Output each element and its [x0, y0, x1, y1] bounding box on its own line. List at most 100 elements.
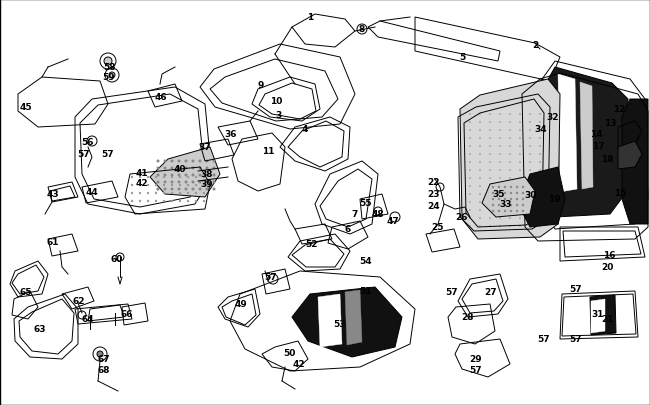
Circle shape — [522, 204, 524, 207]
Circle shape — [504, 192, 506, 195]
Circle shape — [97, 351, 103, 357]
Circle shape — [479, 122, 481, 124]
Circle shape — [529, 217, 531, 220]
Polygon shape — [292, 287, 402, 357]
Circle shape — [198, 167, 202, 170]
Text: 30: 30 — [525, 191, 537, 200]
Circle shape — [499, 170, 501, 172]
Circle shape — [139, 176, 141, 179]
Circle shape — [479, 209, 481, 211]
Circle shape — [519, 226, 521, 228]
Text: 14: 14 — [590, 130, 603, 139]
Circle shape — [510, 198, 512, 201]
Circle shape — [479, 202, 481, 203]
Polygon shape — [558, 75, 577, 192]
Circle shape — [539, 162, 541, 164]
Text: 54: 54 — [359, 257, 372, 266]
Circle shape — [205, 160, 209, 163]
Text: 5: 5 — [459, 53, 465, 62]
Circle shape — [479, 226, 481, 228]
Text: 38: 38 — [201, 170, 213, 179]
Circle shape — [504, 204, 506, 207]
Circle shape — [469, 130, 471, 132]
Circle shape — [177, 167, 181, 170]
Text: 4: 4 — [302, 125, 308, 134]
Polygon shape — [345, 290, 362, 345]
Circle shape — [522, 186, 524, 189]
Circle shape — [205, 188, 209, 191]
Text: 18: 18 — [601, 155, 613, 164]
Circle shape — [104, 58, 112, 66]
Circle shape — [519, 130, 521, 132]
Circle shape — [187, 184, 189, 187]
Circle shape — [499, 185, 501, 188]
Text: 27: 27 — [485, 288, 497, 297]
Circle shape — [519, 146, 521, 148]
Circle shape — [509, 217, 511, 220]
Circle shape — [529, 114, 531, 116]
Circle shape — [539, 194, 541, 196]
Circle shape — [516, 186, 518, 189]
Circle shape — [519, 162, 521, 164]
Text: 29: 29 — [470, 355, 482, 364]
Circle shape — [131, 200, 133, 202]
Polygon shape — [318, 294, 342, 347]
Circle shape — [489, 114, 491, 116]
Polygon shape — [150, 148, 220, 198]
Text: 11: 11 — [262, 147, 274, 156]
Text: 66: 66 — [121, 310, 133, 319]
Circle shape — [155, 184, 157, 187]
Text: 8: 8 — [359, 26, 365, 34]
Circle shape — [147, 200, 150, 202]
Text: 31: 31 — [592, 310, 604, 319]
Circle shape — [192, 181, 194, 184]
Text: 45: 45 — [20, 103, 32, 112]
Circle shape — [539, 209, 541, 211]
Text: 1: 1 — [307, 13, 313, 22]
Circle shape — [177, 160, 181, 163]
Circle shape — [469, 162, 471, 164]
Text: 44: 44 — [86, 188, 98, 197]
Circle shape — [131, 192, 133, 195]
Circle shape — [499, 217, 501, 220]
Text: 33: 33 — [500, 200, 512, 209]
Circle shape — [522, 192, 524, 195]
Circle shape — [499, 177, 501, 179]
Text: 49: 49 — [235, 300, 248, 309]
Circle shape — [185, 160, 187, 163]
Circle shape — [205, 167, 209, 170]
Circle shape — [509, 130, 511, 132]
Circle shape — [213, 181, 216, 184]
Text: 34: 34 — [535, 125, 547, 134]
Circle shape — [147, 176, 150, 179]
Circle shape — [539, 153, 541, 156]
Circle shape — [185, 174, 187, 177]
Text: 42: 42 — [292, 360, 306, 369]
Text: 42: 42 — [136, 179, 148, 188]
Circle shape — [469, 170, 471, 172]
Text: 68: 68 — [98, 366, 111, 375]
Circle shape — [157, 174, 159, 177]
Circle shape — [139, 192, 141, 195]
Text: 57: 57 — [101, 150, 114, 159]
Circle shape — [529, 138, 531, 140]
Circle shape — [539, 114, 541, 116]
Circle shape — [157, 160, 159, 163]
Circle shape — [198, 160, 202, 163]
Circle shape — [479, 185, 481, 188]
Polygon shape — [518, 168, 565, 228]
Circle shape — [164, 181, 166, 184]
Text: 40: 40 — [174, 165, 187, 174]
Circle shape — [509, 209, 511, 211]
Circle shape — [529, 209, 531, 211]
Text: 13: 13 — [604, 118, 616, 127]
Text: 9: 9 — [258, 80, 264, 89]
Circle shape — [539, 170, 541, 172]
Text: 24: 24 — [428, 202, 440, 211]
Circle shape — [469, 114, 471, 116]
Circle shape — [522, 210, 524, 213]
Text: 39: 39 — [201, 180, 213, 189]
Circle shape — [162, 184, 165, 187]
Circle shape — [499, 226, 501, 228]
Polygon shape — [580, 83, 593, 190]
